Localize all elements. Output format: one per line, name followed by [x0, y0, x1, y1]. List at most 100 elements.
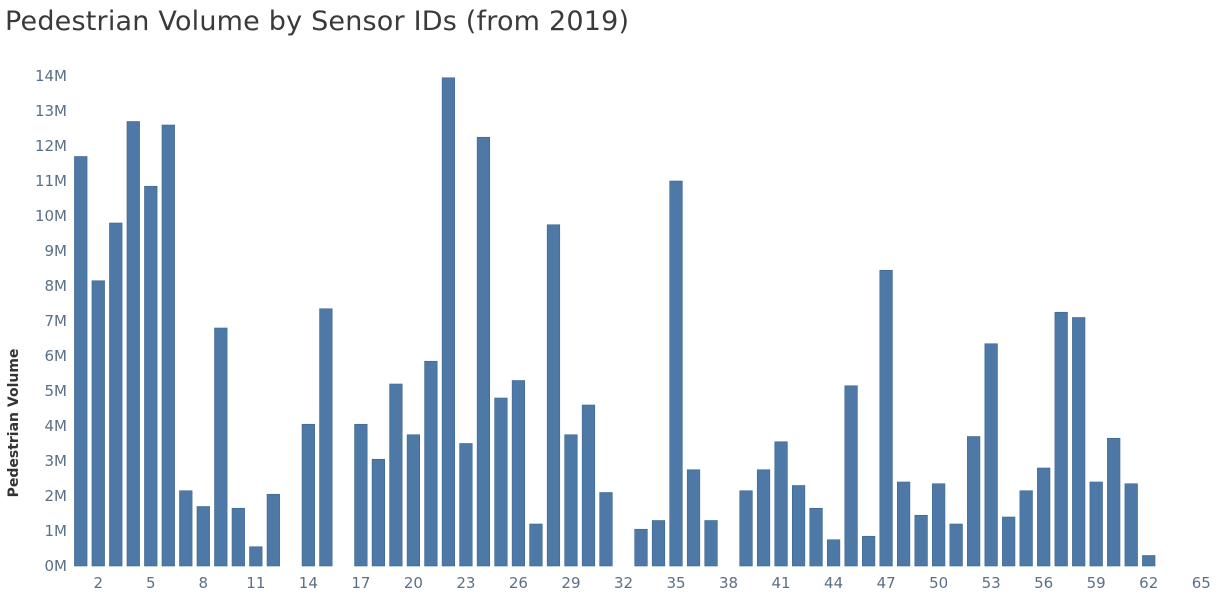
- x-tick-label: 8: [199, 574, 209, 592]
- bar-sensor-22: [441, 77, 456, 567]
- x-tick-label: 2: [93, 574, 103, 592]
- bar-sensor-7: [179, 490, 193, 567]
- x-tick-label: 47: [877, 574, 896, 592]
- bars: [74, 77, 1156, 567]
- x-tick-label: 23: [456, 574, 475, 592]
- bar-sensor-24: [476, 136, 491, 567]
- x-tick-label: 17: [351, 574, 370, 592]
- y-tick-label: 7M: [45, 312, 68, 330]
- bar-sensor-20: [406, 434, 421, 567]
- x-tick-label: 62: [1139, 574, 1158, 592]
- y-tick-label: 14M: [35, 67, 67, 85]
- bar-sensor-1: [74, 156, 88, 567]
- bar-sensor-58: [1072, 317, 1086, 567]
- y-tick-label: 12M: [35, 137, 67, 155]
- bar-sensor-15: [319, 308, 333, 567]
- bar-sensor-3: [109, 222, 123, 567]
- bar-sensor-51: [949, 523, 963, 567]
- x-tick-label: 53: [982, 574, 1001, 592]
- bar-sensor-2: [91, 280, 105, 567]
- bar-sensor-56: [1037, 467, 1051, 567]
- bar-sensor-60: [1107, 437, 1121, 567]
- y-axis-ticks: 0M 1M 2M 3M 4M 5M 6M 7M 8M 9M 10M 11M 12M 13M 14M: [35, 67, 67, 575]
- y-tick-label: 13M: [35, 102, 67, 120]
- bar-sensor-52: [967, 436, 981, 567]
- bar-sensor-33: [634, 528, 648, 567]
- bar-sensor-44: [826, 539, 841, 567]
- y-tick-label: 1M: [45, 522, 68, 540]
- bar-sensor-30: [581, 404, 596, 567]
- y-tick-label: 5M: [45, 382, 68, 400]
- bar-sensor-48: [897, 481, 911, 567]
- y-axis-label: Pedestrian Volume: [6, 349, 22, 498]
- bar-sensor-61: [1124, 483, 1138, 567]
- bar-sensor-18: [371, 458, 385, 567]
- bar-sensor-45: [844, 385, 858, 567]
- bar-sensor-23: [459, 443, 473, 567]
- x-tick-label: 59: [1087, 574, 1106, 592]
- bar-sensor-62: [1142, 555, 1156, 567]
- bar-sensor-11: [249, 546, 263, 567]
- bar-sensor-37: [704, 520, 718, 567]
- bar-sensor-46: [861, 535, 876, 567]
- x-axis-ticks: 2 5 8 11 14 17 20 23 26 29 32 35 38 41 44 47 50 53 56 59 62 6…: [93, 574, 1210, 592]
- bar-sensor-14: [301, 423, 315, 567]
- x-tick-label: 11: [246, 574, 265, 592]
- x-tick-label: 41: [772, 574, 791, 592]
- y-tick-label: 4M: [45, 417, 68, 435]
- x-tick-label: 32: [614, 574, 633, 592]
- x-tick-label: 5: [146, 574, 156, 592]
- bar-sensor-50: [932, 483, 946, 567]
- bar-sensor-26: [511, 380, 526, 567]
- bar-sensor-17: [354, 423, 368, 567]
- x-tick-label: 14: [299, 574, 318, 592]
- bar-sensor-36: [686, 469, 701, 567]
- bar-sensor-21: [424, 360, 438, 567]
- bar-sensor-49: [914, 514, 928, 567]
- bar-sensor-12: [266, 493, 280, 567]
- y-tick-label: 3M: [45, 452, 68, 470]
- y-tick-label: 8M: [45, 277, 68, 295]
- bar-sensor-19: [389, 383, 403, 567]
- bar-sensor-39: [739, 490, 753, 567]
- bar-sensor-42: [791, 485, 806, 567]
- bar-sensor-59: [1089, 481, 1103, 567]
- y-tick-label: 2M: [45, 487, 68, 505]
- bar-sensor-28: [546, 224, 561, 567]
- y-tick-label: 9M: [45, 242, 68, 260]
- bar-sensor-43: [809, 507, 823, 567]
- x-tick-label: 35: [666, 574, 685, 592]
- bar-sensor-27: [529, 523, 543, 567]
- x-tick-label: 26: [509, 574, 528, 592]
- bar-sensor-53: [984, 343, 998, 567]
- bar-sensor-41: [774, 441, 788, 567]
- bar-sensor-57: [1054, 311, 1068, 567]
- bar-sensor-34: [651, 520, 666, 567]
- bar-sensor-9: [214, 327, 228, 567]
- bar-sensor-8: [196, 506, 210, 567]
- x-tick-label: 38: [719, 574, 738, 592]
- y-tick-label: 0M: [45, 557, 68, 575]
- bar-sensor-31: [599, 492, 613, 567]
- x-tick-label: 20: [404, 574, 423, 592]
- x-tick-label: 65: [1192, 574, 1211, 592]
- bar-sensor-55: [1019, 490, 1033, 567]
- bar-sensor-40: [756, 469, 771, 567]
- x-tick-label: 44: [824, 574, 843, 592]
- chart-title: Pedestrian Volume by Sensor IDs (from 20…: [5, 6, 630, 37]
- bar-sensor-47: [879, 269, 893, 567]
- bar-sensor-5: [144, 185, 158, 567]
- y-tick-label: 10M: [35, 207, 67, 225]
- y-tick-label: 6M: [45, 347, 68, 365]
- bar-sensor-29: [564, 434, 578, 567]
- bar-sensor-54: [1002, 516, 1016, 567]
- bar-sensor-25: [494, 397, 508, 567]
- x-tick-label: 50: [929, 574, 948, 592]
- bar-sensor-35: [669, 180, 683, 567]
- x-tick-label: 56: [1034, 574, 1053, 592]
- bar-sensor-6: [161, 124, 175, 567]
- bar-sensor-4: [126, 121, 140, 567]
- bar-sensor-10: [231, 507, 245, 567]
